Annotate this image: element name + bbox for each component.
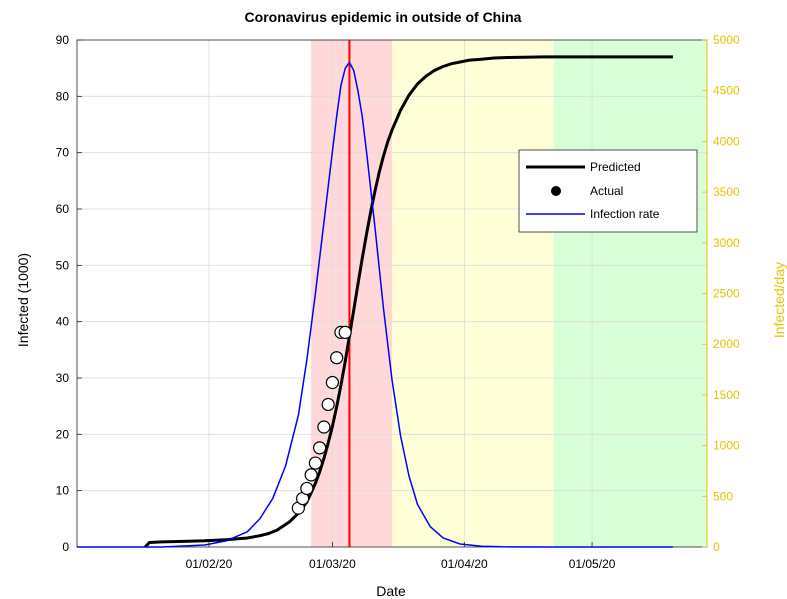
- x-axis-label: Date: [376, 583, 406, 599]
- grid: [77, 40, 707, 547]
- actual-data-point: [304, 468, 318, 482]
- actual-data-point: [330, 351, 344, 365]
- y-right-tick-label: 0: [713, 540, 720, 554]
- legend-rate-label: Infection rate: [590, 207, 660, 221]
- x-tick-label: 01/04/20: [441, 557, 488, 571]
- y-right-tick-label: 5000: [713, 33, 740, 47]
- y-left-tick-label: 90: [56, 33, 70, 47]
- shaded-regions: [311, 40, 707, 547]
- y-right-tick-label: 2500: [713, 287, 740, 301]
- infection-rate-line: [77, 61, 673, 548]
- legend-actual-swatch: [551, 186, 561, 196]
- y-left-tick-label: 40: [56, 315, 70, 329]
- y-right-tick-label: 1000: [713, 439, 740, 453]
- legend: Predicted Actual Infection rate: [518, 149, 698, 233]
- y-left-tick-label: 80: [56, 89, 70, 103]
- y-axis-right-label: Infected/day: [771, 262, 787, 338]
- y-left-tick-label: 0: [62, 540, 69, 554]
- actual-data-point: [338, 325, 352, 339]
- legend-actual-label: Actual: [590, 184, 623, 198]
- y-left-tick-label: 50: [56, 258, 70, 272]
- y-right-tick-label: 1500: [713, 388, 740, 402]
- y-right-tick-label: 4500: [713, 84, 740, 98]
- predicted-line: [144, 55, 673, 549]
- tick-layer: 0 10 20 30 40 50 60 70 80 90 0 500 1000 1500 2000 2500 3…: [56, 33, 740, 571]
- y-left-tick-label: 70: [56, 146, 70, 160]
- shaded-region-1: [392, 40, 554, 547]
- y-left-tick-label: 30: [56, 371, 70, 385]
- y-axis-left-label: Infected (1000): [15, 253, 31, 347]
- chart-title: Coronavirus epidemic in outside of China: [245, 9, 522, 25]
- shaded-region-0: [311, 40, 392, 547]
- actual-data-point: [325, 375, 340, 390]
- y-right-tick-label: 3500: [713, 185, 740, 199]
- actual-data-point: [300, 481, 314, 496]
- x-tick-label: 01/02/20: [186, 557, 233, 571]
- y-right-tick-label: 2000: [713, 337, 740, 351]
- actual-data-point: [308, 456, 322, 470]
- actual-data-point: [321, 397, 335, 412]
- shaded-region-2: [553, 40, 707, 547]
- y-left-tick-label: 10: [56, 484, 70, 498]
- series-layer: [77, 40, 673, 549]
- legend-predicted-label: Predicted: [590, 160, 641, 174]
- y-right-tick-label: 500: [713, 489, 733, 503]
- x-tick-label: 01/03/20: [309, 557, 356, 571]
- y-right-tick-label: 4000: [713, 134, 740, 148]
- x-tick-label: 01/05/20: [569, 557, 616, 571]
- y-left-tick-label: 60: [56, 202, 70, 216]
- actual-data-point: [317, 420, 331, 434]
- actual-data-point: [313, 441, 327, 455]
- y-right-tick-label: 3000: [713, 236, 740, 250]
- legend-box: [518, 149, 698, 233]
- y-left-tick-label: 20: [56, 427, 70, 441]
